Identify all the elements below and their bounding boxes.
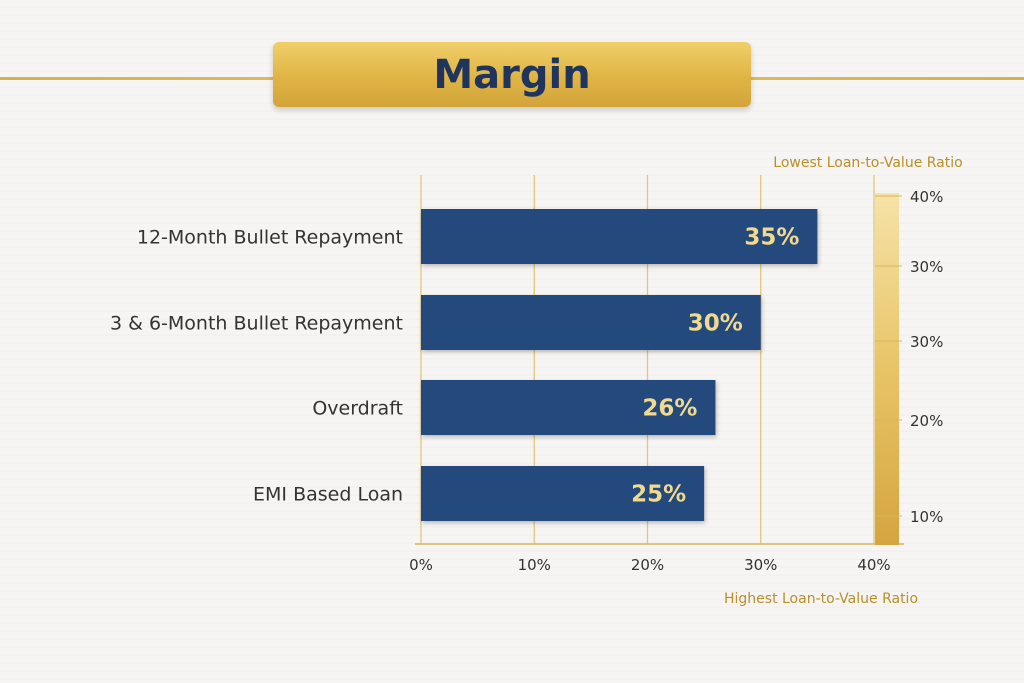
color-scale-label: Lowest Loan-to-Value Ratio bbox=[773, 155, 962, 171]
scale-tick-label: 30% bbox=[910, 258, 943, 276]
bar bbox=[421, 209, 818, 264]
scale-tick-label: 40% bbox=[910, 188, 943, 206]
category-label: Overdraft bbox=[312, 398, 403, 420]
scale-tick-label: 10% bbox=[910, 508, 943, 526]
scale-tick-label: 20% bbox=[910, 412, 943, 430]
category-label: EMI Based Loan bbox=[253, 484, 403, 506]
title-banner: Margin bbox=[273, 42, 751, 107]
bar bbox=[421, 466, 705, 521]
x-axis-label: Highest Loan-to-Value Ratio bbox=[724, 591, 918, 607]
bar-value-label: 35% bbox=[744, 225, 799, 251]
bar-value-label: 30% bbox=[688, 311, 743, 337]
x-tick-label: 10% bbox=[518, 556, 551, 574]
x-tick-label: 0% bbox=[409, 556, 433, 574]
chart-title: Margin bbox=[433, 51, 591, 98]
color-scale-bar bbox=[875, 193, 899, 545]
x-tick-label: 30% bbox=[744, 556, 777, 574]
bar bbox=[421, 295, 761, 350]
x-tick-label: 20% bbox=[631, 556, 664, 574]
bar bbox=[421, 380, 716, 435]
category-label: 12-Month Bullet Repayment bbox=[137, 227, 403, 249]
scale-tick-label: 30% bbox=[910, 333, 943, 351]
bar-value-label: 26% bbox=[642, 396, 697, 422]
category-label: 3 & 6-Month Bullet Repayment bbox=[110, 313, 403, 335]
x-tick-label: 40% bbox=[857, 556, 890, 574]
bar-value-label: 25% bbox=[631, 482, 686, 508]
